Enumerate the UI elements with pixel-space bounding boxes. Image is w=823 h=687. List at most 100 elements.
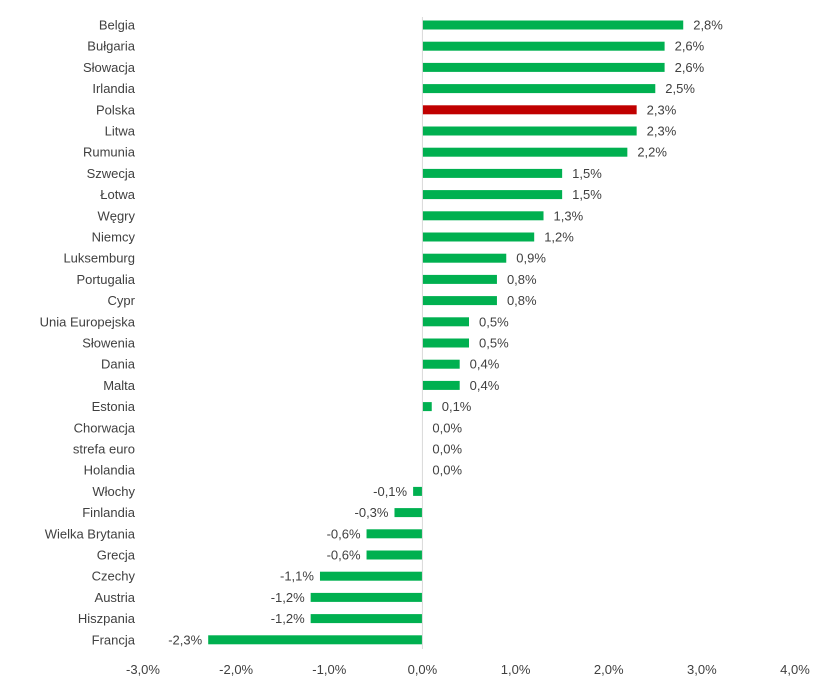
category-label: Szwecja <box>87 166 136 181</box>
category-label: Chorwacja <box>74 420 136 435</box>
category-label: Łotwa <box>100 187 135 202</box>
data-label: 1,5% <box>572 187 602 202</box>
data-label: 0,5% <box>479 336 509 351</box>
category-label: Bułgaria <box>87 39 135 54</box>
category-label: Estonia <box>92 399 136 414</box>
data-label: 0,5% <box>479 314 509 329</box>
bar-unia-europejska <box>422 317 469 327</box>
category-label: Dania <box>101 357 136 372</box>
bar-francja <box>208 635 423 645</box>
bar-finlandia <box>394 508 423 518</box>
bar-luksemburg <box>422 253 507 263</box>
x-tick-label: -3,0% <box>126 662 160 677</box>
labels-layer: Belgia 2,8% Bułgaria 2,6% Słowacja 2,6% Irland… <box>40 18 724 648</box>
x-tick-label: -2,0% <box>219 662 253 677</box>
bar-wegry <box>422 211 544 221</box>
x-tick-label: 4,0% <box>780 662 810 677</box>
category-label: Słowenia <box>82 336 136 351</box>
bar-dania <box>422 359 460 369</box>
category-label: Węgry <box>97 208 135 223</box>
data-label: -1,1% <box>280 569 314 584</box>
data-label: 2,3% <box>647 124 677 139</box>
bar-szwecja <box>422 168 563 178</box>
data-label: 0,1% <box>442 399 472 414</box>
data-label: 1,5% <box>572 166 602 181</box>
x-tick-label: 0,0% <box>408 662 438 677</box>
category-label: Rumunia <box>83 145 136 160</box>
category-label: Luksemburg <box>63 251 135 266</box>
x-axis-ticks: -3,0% -2,0% -1,0% 0,0% 1,0% 2,0% 3,0% 4,0% <box>126 662 810 677</box>
data-label: 2,5% <box>665 81 695 96</box>
category-label: Polska <box>96 102 136 117</box>
bar-wielka-brytania <box>366 529 423 539</box>
category-label: Portugalia <box>76 272 135 287</box>
category-label: Belgia <box>99 18 136 33</box>
bar-slowacja <box>422 62 665 72</box>
data-label: 2,8% <box>693 18 723 33</box>
category-label: Słowacja <box>83 60 136 75</box>
x-tick-label: 2,0% <box>594 662 624 677</box>
data-label: 2,2% <box>637 145 667 160</box>
category-label: Unia Europejska <box>40 314 136 329</box>
category-label: Grecja <box>97 548 136 563</box>
bar-niemcy <box>422 232 535 242</box>
data-label: -0,3% <box>355 505 389 520</box>
bar-hiszpania <box>310 614 423 624</box>
bar-wlochy <box>413 486 423 496</box>
data-label: 0,9% <box>516 251 546 266</box>
category-label: Finlandia <box>82 505 136 520</box>
data-label: 0,0% <box>432 442 462 457</box>
bar-lotwa <box>422 190 563 200</box>
category-label: Niemcy <box>92 230 136 245</box>
category-label: Cypr <box>108 293 136 308</box>
bar-bulgaria <box>422 41 665 51</box>
bar-irlandia <box>422 84 656 94</box>
bar-malta <box>422 380 460 390</box>
category-label: Litwa <box>105 124 136 139</box>
data-label: -0,1% <box>373 484 407 499</box>
category-label: Włochy <box>92 484 135 499</box>
category-label: Malta <box>103 378 136 393</box>
data-label: 2,6% <box>675 60 705 75</box>
x-tick-label: 3,0% <box>687 662 717 677</box>
x-tick-label: 1,0% <box>501 662 531 677</box>
category-label: strefa euro <box>73 442 135 457</box>
data-label: 2,6% <box>675 39 705 54</box>
category-label: Wielka Brytania <box>45 526 136 541</box>
data-label: 0,4% <box>470 357 500 372</box>
data-label: 2,3% <box>647 102 677 117</box>
bar-grecja <box>366 550 423 560</box>
bar-rumunia <box>422 147 628 157</box>
bar-austria <box>310 592 423 602</box>
data-label: -1,2% <box>271 611 305 626</box>
data-label: 1,2% <box>544 230 574 245</box>
data-label: 0,0% <box>432 463 462 478</box>
data-label: -2,3% <box>168 632 202 647</box>
data-label: 0,4% <box>470 378 500 393</box>
category-label: Austria <box>95 590 136 605</box>
data-label: 0,0% <box>432 420 462 435</box>
data-label: -1,2% <box>271 590 305 605</box>
bar-litwa <box>422 126 637 136</box>
data-label: -0,6% <box>327 526 361 541</box>
bar-portugalia <box>422 274 497 284</box>
category-label: Irlandia <box>92 81 135 96</box>
data-label: -0,6% <box>327 548 361 563</box>
bar-estonia <box>422 402 432 412</box>
bar-cypr <box>422 296 497 306</box>
category-label: Holandia <box>84 463 136 478</box>
data-label: 0,8% <box>507 272 537 287</box>
bar-czechy <box>319 571 423 581</box>
bars-layer <box>208 20 684 645</box>
data-label: 0,8% <box>507 293 537 308</box>
data-label: 1,3% <box>554 208 584 223</box>
category-label: Hiszpania <box>78 611 136 626</box>
bar-belgia <box>422 20 684 30</box>
x-tick-label: -1,0% <box>312 662 346 677</box>
bar-slowenia <box>422 338 469 348</box>
category-label: Francja <box>92 632 136 647</box>
bar-polska <box>422 105 637 115</box>
category-label: Czechy <box>92 569 136 584</box>
